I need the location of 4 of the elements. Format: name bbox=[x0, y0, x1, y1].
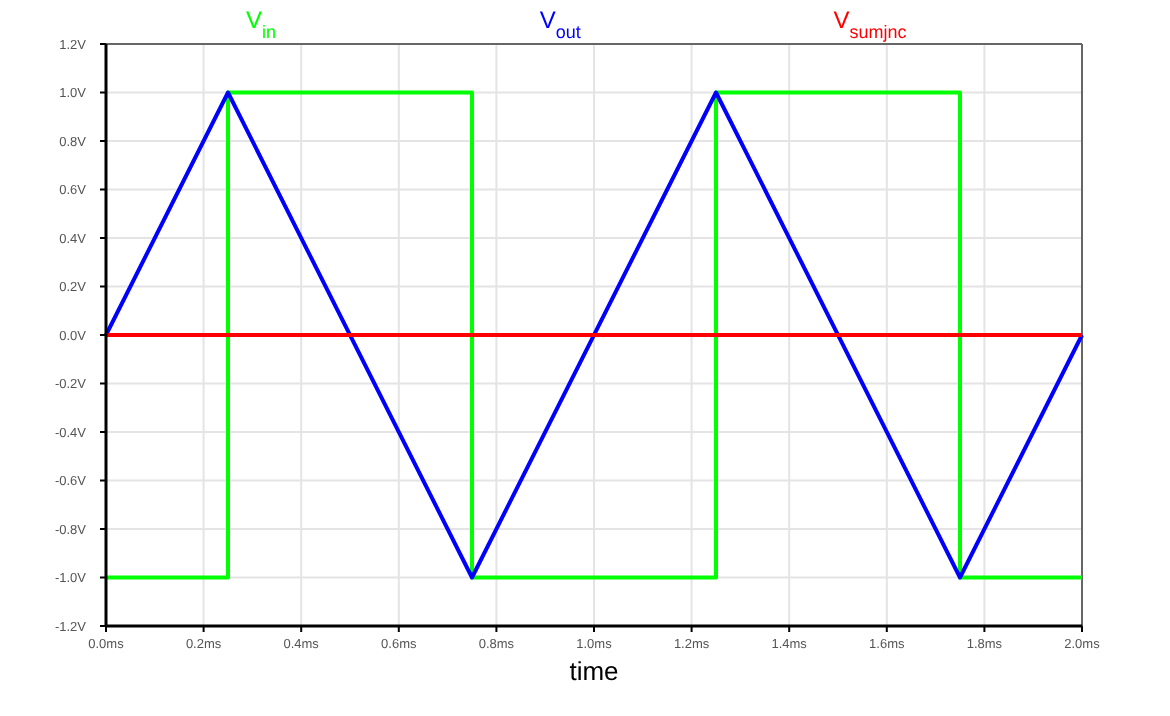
text: V$_{sumjnc}$ bbox=[833, 6, 908, 42]
text: V$_{out}$ bbox=[539, 6, 582, 42]
text: V$_{in}$ bbox=[246, 6, 277, 42]
x-axis-title: time bbox=[569, 656, 619, 686]
